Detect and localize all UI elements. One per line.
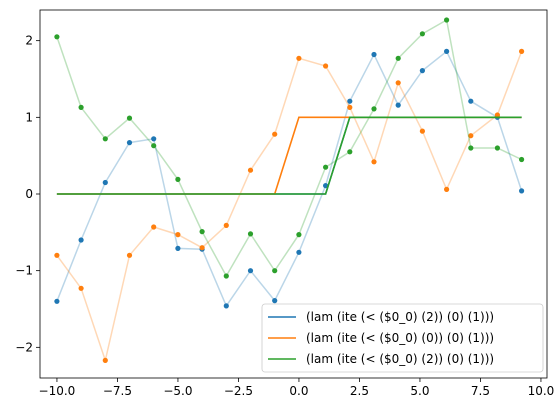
series-0-point (419, 68, 425, 74)
x-tick-label: 0.0 (289, 384, 308, 398)
series-2-point (296, 232, 302, 238)
series-0-point (272, 298, 278, 304)
series-0-point (54, 298, 60, 304)
series-2-point (199, 229, 205, 235)
series-1-point (223, 222, 229, 228)
series-0-point (78, 237, 84, 243)
series-1-point (199, 245, 205, 251)
series-1-point (78, 285, 84, 291)
series-0-point (151, 136, 157, 142)
series-2-point (468, 145, 474, 151)
series-1-point (347, 104, 353, 110)
series-1-point (175, 232, 181, 238)
series-0-point (102, 179, 108, 186)
series-1-noisy-line (56, 51, 523, 364)
series-1-point (272, 131, 278, 137)
series-2-noisy-line (56, 18, 522, 278)
series-1-point (323, 63, 329, 69)
series-0-point (468, 98, 474, 104)
series-2-point (223, 273, 229, 279)
series-1-point (519, 48, 525, 55)
series-0-point (223, 303, 229, 309)
y-tick-label: −2 (15, 340, 33, 354)
series-0-point (371, 51, 377, 58)
series-2-point (78, 104, 84, 110)
series-0-point (444, 48, 450, 55)
series-1-point (371, 159, 377, 165)
series-2-step-line (56, 116, 522, 195)
series-2-point (371, 106, 377, 112)
legend-label: (lam (ite (< ($0_0) (0)) (0) (1))) (306, 331, 494, 345)
series-0-point (247, 268, 254, 274)
y-tick-label: 0 (25, 187, 33, 201)
series-2-point (519, 156, 525, 163)
x-tick-label: −5.0 (163, 384, 192, 398)
y-axis: −2 −1 0 1 2 (15, 34, 40, 354)
series-0-point (347, 98, 353, 104)
series-1-point (494, 112, 500, 118)
series-0-point (175, 245, 181, 251)
series-2-point (347, 149, 353, 155)
y-tick-label: −1 (15, 264, 33, 278)
series-1-point (296, 55, 302, 61)
x-tick-label: 5.0 (410, 384, 429, 398)
series-1-point (444, 186, 450, 192)
series-1-point (419, 128, 425, 134)
x-tick-label: −10.0 (39, 384, 76, 398)
series-2-point (151, 143, 157, 149)
series-1-point (247, 167, 254, 173)
series-1-point (54, 252, 60, 258)
series-0-point (395, 102, 401, 108)
series-2-point (494, 145, 500, 151)
series-0-point (296, 249, 302, 255)
series-1-point (151, 224, 157, 230)
series-0-point (126, 140, 133, 146)
x-axis: −10.0 −7.5 −5.0 −2.5 0.0 2.5 5.0 7.5 10.0 (39, 378, 555, 398)
legend-box (261, 303, 544, 373)
legend-label: (lam (ite (< ($0_0) (2)) (0) (1))) (306, 310, 494, 324)
series-0-point (519, 188, 525, 194)
series-2-point (247, 231, 254, 237)
series-2-point (272, 268, 278, 274)
series-2-point (395, 55, 401, 61)
y-tick-label: 2 (25, 34, 33, 48)
series-2-point (419, 31, 425, 37)
plot-area (54, 17, 525, 364)
x-tick-label: 2.5 (350, 384, 369, 398)
series-1-point (395, 80, 401, 86)
series-1-point (102, 357, 108, 363)
series-0-noisy-line (56, 50, 523, 308)
legend-label: (lam (ite (< ($0_0) (2)) (0) (1))) (306, 352, 494, 366)
x-tick-label: −7.5 (103, 384, 132, 398)
series-2-point (102, 136, 108, 142)
series-2-point (54, 34, 60, 40)
x-tick-label: −2.5 (224, 384, 253, 398)
series-2-point (126, 115, 133, 121)
legend: (lam (ite (< ($0_0) (2)) (0) (1))) (lam (… (261, 303, 544, 373)
x-tick-label: 10.0 (528, 384, 555, 398)
series-2-point (323, 164, 329, 170)
x-tick-label: 7.5 (471, 384, 490, 398)
series-2-point (444, 17, 450, 23)
series-1-point (468, 133, 474, 139)
series-2-point (175, 176, 181, 182)
series-0-point (323, 183, 329, 189)
y-tick-label: 1 (25, 110, 33, 124)
series-1-point (126, 252, 133, 258)
